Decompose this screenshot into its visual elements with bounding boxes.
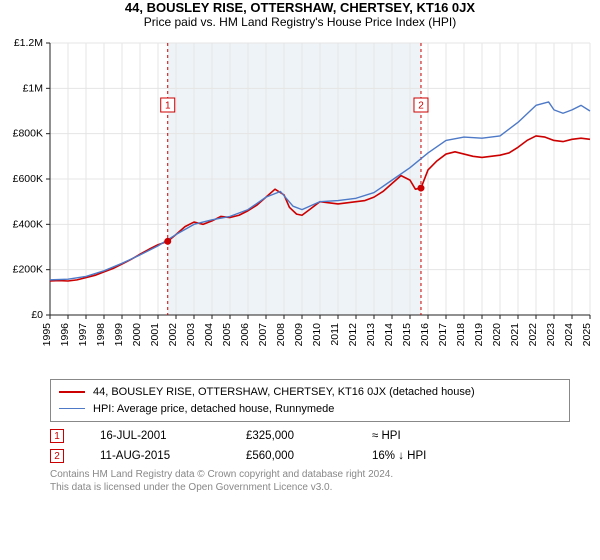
svg-text:2021: 2021 bbox=[509, 323, 521, 347]
legend-label: 44, BOUSLEY RISE, OTTERSHAW, CHERTSEY, K… bbox=[93, 384, 475, 401]
svg-text:2014: 2014 bbox=[383, 323, 395, 347]
sales-table: 1 16-JUL-2001 £325,000 ≈ HPI 2 11-AUG-2015 £56… bbox=[50, 426, 570, 466]
svg-text:2012: 2012 bbox=[347, 323, 359, 347]
legend: 44, BOUSLEY RISE, OTTERSHAW, CHERTSEY, K… bbox=[50, 379, 570, 422]
svg-text:2005: 2005 bbox=[221, 323, 233, 347]
svg-text:£1.2M: £1.2M bbox=[14, 37, 43, 49]
sale-change: 16% ↓ HPI bbox=[372, 450, 426, 462]
sale-badge: 2 bbox=[50, 449, 64, 463]
svg-text:2015: 2015 bbox=[401, 323, 413, 347]
footnote-line2: This data is licensed under the Open Gov… bbox=[50, 481, 570, 494]
svg-text:2013: 2013 bbox=[365, 323, 377, 347]
svg-text:1996: 1996 bbox=[59, 323, 71, 347]
legend-item: 44, BOUSLEY RISE, OTTERSHAW, CHERTSEY, K… bbox=[59, 384, 561, 401]
svg-text:2006: 2006 bbox=[239, 323, 251, 347]
svg-text:2: 2 bbox=[418, 101, 424, 112]
svg-text:2007: 2007 bbox=[257, 323, 269, 347]
sale-row: 1 16-JUL-2001 £325,000 ≈ HPI bbox=[50, 426, 570, 446]
chart-title: 44, BOUSLEY RISE, OTTERSHAW, CHERTSEY, K… bbox=[0, 0, 600, 15]
sale-row: 2 11-AUG-2015 £560,000 16% ↓ HPI bbox=[50, 446, 570, 466]
svg-text:2022: 2022 bbox=[527, 323, 539, 347]
svg-text:2000: 2000 bbox=[131, 323, 143, 347]
svg-text:2018: 2018 bbox=[455, 323, 467, 347]
line-chart: £0 £200K £400K £600K £800K £1M £1.2M 1995 1996 19… bbox=[0, 35, 600, 375]
svg-text:1995: 1995 bbox=[41, 323, 53, 347]
svg-text:2003: 2003 bbox=[185, 323, 197, 347]
svg-text:2016: 2016 bbox=[419, 323, 431, 347]
legend-swatch bbox=[59, 408, 85, 409]
sale-date: 16-JUL-2001 bbox=[100, 430, 210, 442]
svg-text:1999: 1999 bbox=[113, 323, 125, 347]
sale-price: £325,000 bbox=[246, 430, 336, 442]
svg-text:2020: 2020 bbox=[491, 323, 503, 347]
svg-text:2017: 2017 bbox=[437, 323, 449, 347]
legend-label: HPI: Average price, detached house, Runn… bbox=[93, 401, 334, 418]
svg-text:£400K: £400K bbox=[13, 218, 43, 230]
svg-text:2004: 2004 bbox=[203, 323, 215, 347]
svg-text:£0: £0 bbox=[31, 309, 43, 321]
sale-date: 11-AUG-2015 bbox=[100, 450, 210, 462]
chart-area: £0 £200K £400K £600K £800K £1M £1.2M 1995 1996 19… bbox=[0, 35, 600, 375]
svg-text:2001: 2001 bbox=[149, 323, 161, 347]
svg-text:2011: 2011 bbox=[329, 323, 341, 346]
svg-text:2019: 2019 bbox=[473, 323, 485, 347]
svg-text:1: 1 bbox=[165, 101, 171, 112]
svg-text:2008: 2008 bbox=[275, 323, 287, 347]
svg-text:1997: 1997 bbox=[77, 323, 89, 347]
svg-text:£600K: £600K bbox=[13, 173, 43, 185]
chart-subtitle: Price paid vs. HM Land Registry's House … bbox=[0, 15, 600, 29]
svg-text:2009: 2009 bbox=[293, 323, 305, 347]
sale-change: ≈ HPI bbox=[372, 430, 401, 442]
svg-text:2002: 2002 bbox=[167, 323, 179, 347]
svg-text:£200K: £200K bbox=[13, 264, 43, 276]
svg-text:2024: 2024 bbox=[563, 323, 575, 347]
svg-text:£1M: £1M bbox=[23, 82, 43, 94]
footnote: Contains HM Land Registry data © Crown c… bbox=[50, 468, 570, 494]
legend-swatch bbox=[59, 391, 85, 393]
legend-item: HPI: Average price, detached house, Runn… bbox=[59, 401, 561, 418]
sale-badge: 1 bbox=[50, 429, 64, 443]
sale-price: £560,000 bbox=[246, 450, 336, 462]
footnote-line1: Contains HM Land Registry data © Crown c… bbox=[50, 468, 570, 481]
svg-text:2023: 2023 bbox=[545, 323, 557, 347]
svg-text:2010: 2010 bbox=[311, 323, 323, 347]
svg-text:£800K: £800K bbox=[13, 128, 43, 140]
svg-text:1998: 1998 bbox=[95, 323, 107, 347]
svg-text:2025: 2025 bbox=[581, 323, 593, 347]
